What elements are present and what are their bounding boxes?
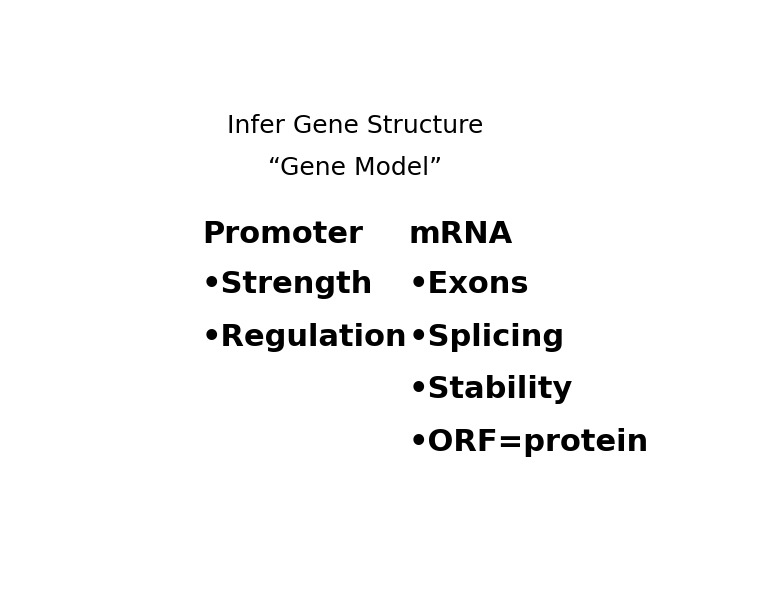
Text: Infer Gene Structure: Infer Gene Structure bbox=[227, 114, 484, 139]
Text: •Regulation: •Regulation bbox=[201, 322, 407, 352]
Text: •Splicing: •Splicing bbox=[409, 322, 565, 352]
Text: •ORF=protein: •ORF=protein bbox=[409, 428, 649, 457]
Text: •Exons: •Exons bbox=[409, 270, 530, 299]
Text: mRNA: mRNA bbox=[409, 220, 513, 249]
Text: “Gene Model”: “Gene Model” bbox=[269, 156, 443, 180]
Text: Promoter: Promoter bbox=[201, 220, 363, 249]
Text: •Strength: •Strength bbox=[201, 270, 373, 299]
Text: •Stability: •Stability bbox=[409, 375, 573, 405]
